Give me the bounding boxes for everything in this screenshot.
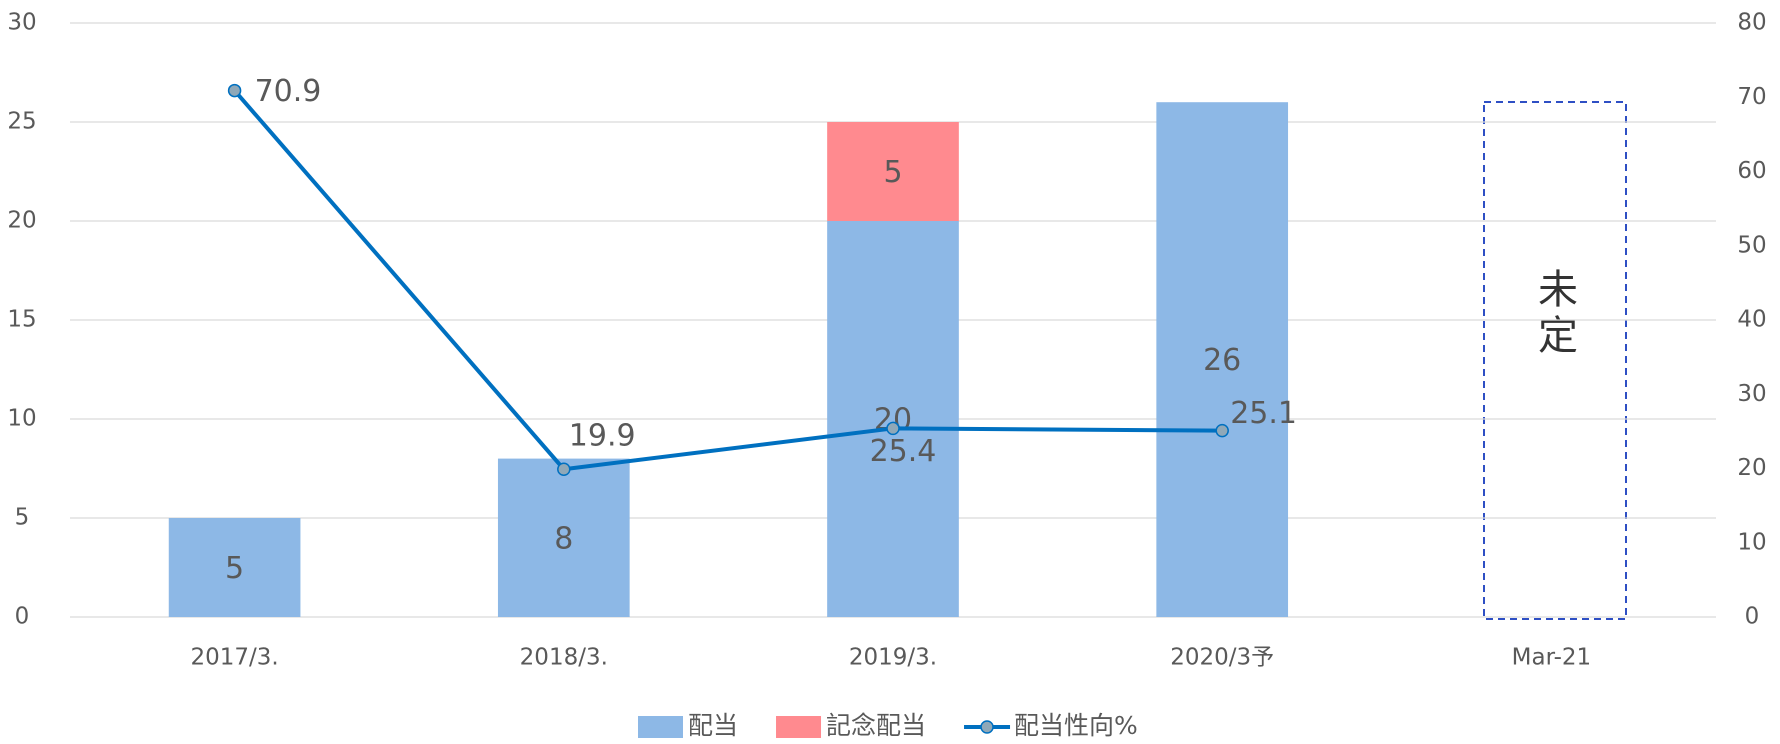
undecided-box xyxy=(1483,101,1627,620)
bar xyxy=(168,518,301,617)
annotation: 未定 xyxy=(1531,268,1577,360)
legend-marker xyxy=(980,720,994,734)
data-label: 70.9 xyxy=(255,74,322,109)
y2-tick-label: 70 xyxy=(1737,84,1766,110)
bar xyxy=(827,221,959,617)
y-tick-label: 10 xyxy=(7,406,36,432)
line-marker xyxy=(886,421,900,436)
legend-label: 記念配当 xyxy=(826,711,926,740)
legend-label: 配当 xyxy=(688,711,738,740)
line-marker xyxy=(557,462,571,476)
y-tick-label: 25 xyxy=(7,109,36,135)
y2-tick-label: 30 xyxy=(1737,381,1766,407)
data-label: 5 xyxy=(883,155,902,190)
y-tick-label: 30 xyxy=(7,10,36,36)
line-marker xyxy=(227,83,242,98)
y-tick-label: 20 xyxy=(7,208,36,234)
x-tick-label: 2018/3. xyxy=(520,645,608,671)
data-label: 19.9 xyxy=(569,419,636,454)
bar xyxy=(1156,102,1289,617)
data-label: 25.1 xyxy=(1230,396,1297,431)
y2-tick-label: 20 xyxy=(1737,455,1766,481)
bar xyxy=(497,458,630,617)
bar xyxy=(827,122,959,221)
legend-label: 配当性向% xyxy=(1014,711,1138,740)
y2-tick-label: 40 xyxy=(1737,307,1766,333)
y2-tick-label: 50 xyxy=(1737,232,1766,258)
y2-tick-label: 60 xyxy=(1737,158,1766,184)
data-label: 25.4 xyxy=(870,434,937,469)
y-tick-label: 0 xyxy=(15,604,30,630)
y2-tick-label: 80 xyxy=(1737,10,1766,36)
y2-tick-label: 0 xyxy=(1745,604,1760,630)
line xyxy=(233,89,1223,472)
y2-tick-label: 10 xyxy=(1737,529,1766,555)
x-tick-label: Mar-21 xyxy=(1512,645,1592,671)
x-tick-label: 2017/3. xyxy=(190,645,278,671)
x-tick-label: 2020/3予 xyxy=(1170,645,1274,671)
line-marker xyxy=(1215,423,1229,438)
y-tick-label: 5 xyxy=(15,505,30,531)
legend-swatch xyxy=(776,716,822,738)
x-tick-label: 2019/3. xyxy=(849,645,937,671)
data-label: 8 xyxy=(554,521,573,556)
legend-swatch xyxy=(638,716,683,738)
data-label: 5 xyxy=(225,551,244,586)
data-label: 26 xyxy=(1203,343,1241,378)
y-tick-label: 15 xyxy=(7,307,36,333)
